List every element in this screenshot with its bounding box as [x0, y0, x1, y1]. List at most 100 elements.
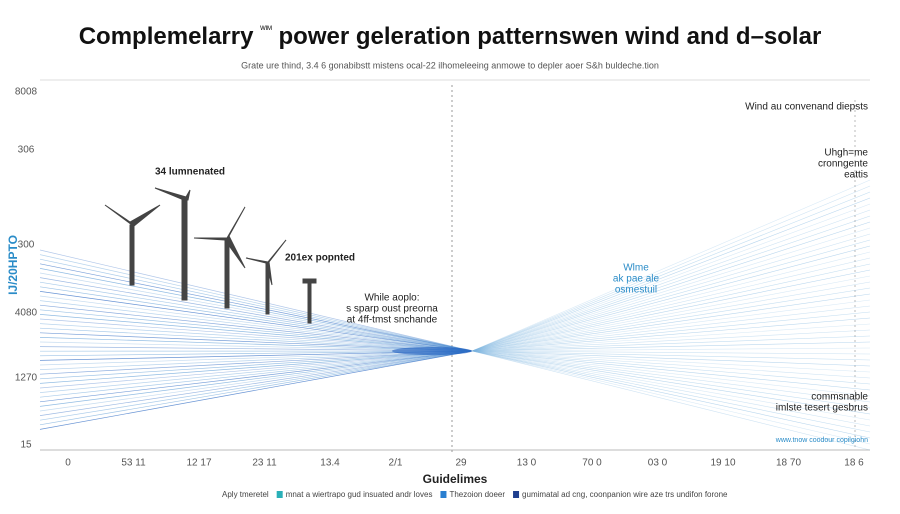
fan-line: [471, 341, 871, 352]
fan-line: [471, 305, 871, 352]
fan-line: [471, 185, 871, 352]
fan-line: [471, 275, 871, 352]
annotation: at 4ff-tmst snchande: [347, 315, 438, 326]
fan-line: [471, 233, 871, 352]
fan-line: [471, 350, 871, 439]
title-mark: ᵂᴵᴹ: [260, 24, 272, 34]
fan-line: [471, 350, 871, 361]
fan-line: [471, 245, 871, 352]
fan-line: [471, 293, 871, 352]
x-label: 2/1: [389, 458, 403, 469]
legend-label: Aply tmeretel: [222, 490, 269, 499]
fan-line: [39, 350, 473, 412]
fan-line: [471, 350, 871, 445]
fan-line: [471, 335, 871, 352]
turbine-tower: [181, 199, 188, 301]
x-label: 29: [455, 458, 467, 469]
fan-line: [471, 299, 871, 352]
x-label: 13.4: [320, 458, 340, 469]
fan-line: [39, 350, 473, 380]
fan-line: [471, 269, 871, 352]
annotation: Uhgh=me: [824, 148, 868, 159]
y-label: 300: [18, 240, 35, 251]
y-label: 1270: [15, 373, 38, 384]
fan-line: [39, 350, 473, 389]
turbine-blades: [193, 206, 246, 269]
y-label: 306: [18, 145, 35, 156]
turbine-nacelle: [302, 278, 317, 284]
fan-line: [471, 251, 871, 352]
fan-line: [39, 314, 473, 352]
fan-line: [471, 197, 871, 352]
fan-line: [471, 209, 871, 352]
y-label: 8008: [15, 87, 38, 98]
fan-line: [39, 350, 473, 403]
fan-line: [471, 350, 871, 415]
fan-line: [39, 272, 473, 352]
fan-line: [471, 350, 871, 373]
fan-line: [39, 350, 473, 370]
fan-line: [39, 350, 473, 393]
y-label: 4080: [15, 308, 38, 319]
annotation: cronngente: [818, 159, 868, 170]
fan-line: [39, 254, 473, 352]
fan-line: [39, 309, 473, 352]
annotation: While aoplo:: [364, 293, 419, 304]
fan-lines: [39, 179, 871, 451]
fan-line: [471, 350, 871, 409]
turbine-tower: [129, 224, 135, 286]
annotation-link: www.tnow coodour copilgiohn: [775, 437, 868, 444]
annotation: 201ex popnted: [285, 253, 355, 264]
fan-line: [39, 258, 473, 352]
fan-line: [471, 317, 871, 352]
y-label: 15: [20, 440, 32, 451]
subtitle: Grate ure thind, 3.4 6 gonabibstt misten…: [241, 60, 659, 70]
fan-line: [39, 350, 473, 421]
fan-line: [471, 350, 871, 433]
x-label: 18 6: [844, 458, 864, 469]
fan-line: [39, 304, 473, 352]
fan-line: [39, 249, 473, 352]
turbine-blades: [154, 187, 191, 201]
fan-line: [471, 350, 871, 367]
x-label: 0: [65, 458, 71, 469]
fan-line: [39, 277, 473, 352]
convergence: [392, 347, 472, 355]
annotation: imlste tesert gesbrus: [776, 403, 868, 414]
fan-line: [471, 350, 871, 385]
fan-line: [39, 350, 473, 416]
fan-line: [39, 350, 473, 407]
title-end: power geleration patternswen wind and d–…: [279, 23, 822, 50]
fan-line: [471, 191, 871, 352]
x-label: 12 17: [186, 458, 211, 469]
fan-line: [471, 350, 871, 391]
fan-line: [39, 327, 473, 352]
legend-label: mnat a wiertrapo gud insuated andr loves: [286, 490, 433, 499]
fan-line: [471, 215, 871, 352]
x-title: Guidelimes: [423, 472, 488, 486]
title-start: Complemelarry: [79, 23, 254, 50]
x-label: 03 0: [648, 458, 668, 469]
fan-line: [39, 323, 473, 352]
fan-line: [39, 281, 473, 352]
fan-line: [471, 263, 871, 352]
x-label: 13 0: [517, 458, 537, 469]
legend-swatch: [440, 491, 447, 498]
turbine-blades: [104, 204, 161, 230]
fan-line: [471, 350, 871, 427]
fan-line: [471, 203, 871, 352]
fan-line: [471, 350, 871, 397]
turbine-tower: [224, 237, 230, 309]
fan-line: [471, 311, 871, 352]
annotation: osmestuil: [615, 285, 657, 296]
x-label: 23 11: [252, 458, 277, 469]
annotation: ak pae ale: [613, 274, 660, 285]
legend: Aply tmeretel mnat a wiertrapo gud insuat…: [222, 490, 728, 499]
y-title: IJ/20HPTO: [6, 235, 20, 295]
annotation: 34 lumnenated: [155, 167, 225, 178]
fan-line: [39, 350, 473, 384]
fan-line: [471, 350, 871, 421]
fan-line: [471, 350, 871, 451]
fan-line: [39, 300, 473, 352]
